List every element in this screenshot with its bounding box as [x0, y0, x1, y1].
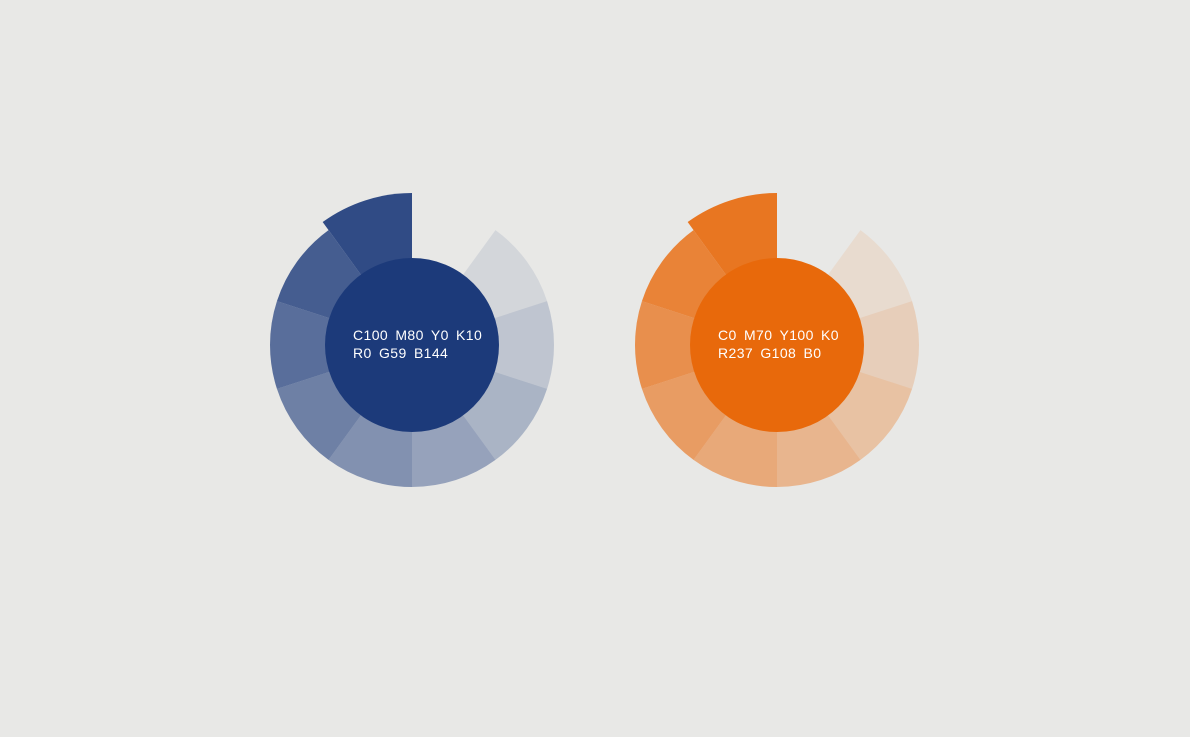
color-disc [690, 258, 864, 432]
rgb-label: R0 G59 B144 [353, 345, 448, 361]
cmyk-label: C100 M80 Y0 K10 [353, 327, 482, 343]
color-wheel-orange: C0 M70 Y100 K0 R237 G108 B0 [622, 189, 932, 501]
color-disc [325, 258, 499, 432]
cmyk-label: C0 M70 Y100 K0 [718, 327, 839, 343]
rgb-label: R237 G108 B0 [718, 345, 821, 361]
color-wheel-blue: C100 M80 Y0 K10 R0 G59 B144 [257, 189, 567, 501]
